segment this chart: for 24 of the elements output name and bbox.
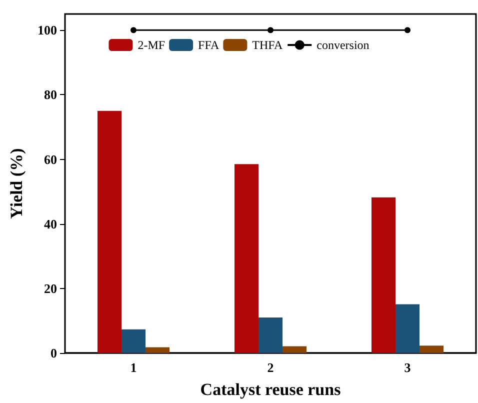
bar xyxy=(372,197,396,353)
bar xyxy=(282,346,306,353)
bar xyxy=(122,329,146,353)
y-tick-label: 20 xyxy=(44,280,57,296)
bar xyxy=(420,346,444,353)
x-tick-label: 2 xyxy=(267,360,274,375)
legend-label: 2-MF xyxy=(138,38,166,52)
bar xyxy=(396,304,420,353)
legend-label: THFA xyxy=(252,38,283,52)
bar xyxy=(98,110,122,353)
legend-label: conversion xyxy=(316,38,370,52)
bar xyxy=(146,347,170,353)
y-tick-label: 0 xyxy=(50,346,57,360)
x-tick-label: 3 xyxy=(404,360,412,375)
x-axis-title: Catalyst reuse runs xyxy=(200,380,342,399)
legend-label: FFA xyxy=(198,38,220,52)
y-tick-label: 60 xyxy=(44,152,57,167)
x-tick-label: 1 xyxy=(130,360,137,375)
y-axis-title: Yield (%) xyxy=(7,148,26,219)
bar xyxy=(234,164,258,353)
y-tick-label: 100 xyxy=(38,22,57,38)
y-tick-label: 40 xyxy=(44,216,57,232)
y-tick-label: 80 xyxy=(44,87,57,102)
bar xyxy=(258,317,282,353)
